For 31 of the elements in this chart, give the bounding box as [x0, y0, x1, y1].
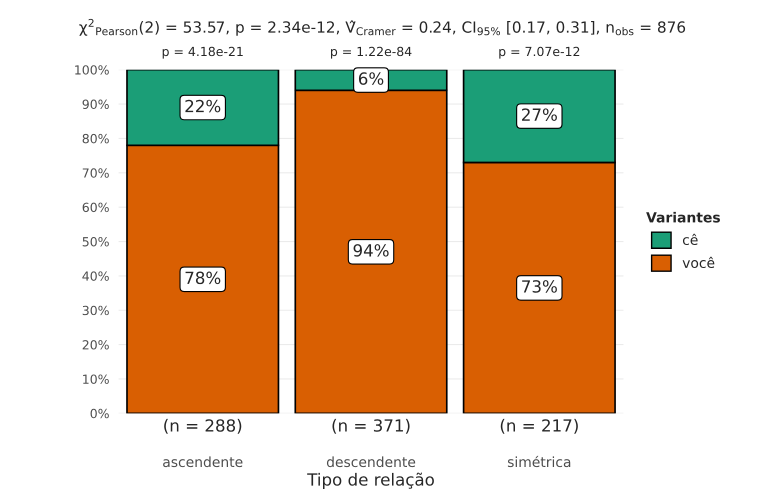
chart-title: χ$^{2}$$_{Pearson}$(2) = 53.57, p = 2.34e-12, V̂$_{Cramer}$ = 0.24, CI$_{95%}$ [0.17, 0.31], n$_{obs}$ = 876 — [79, 18, 686, 36]
x-axis-title: Tipo de relação — [307, 472, 434, 490]
y-tick-label: 90% — [82, 100, 109, 110]
legend-title: Variantes — [646, 212, 720, 223]
y-tick-label: 0% — [90, 408, 109, 418]
data-label: 94% — [354, 244, 389, 257]
x-tick-label: simétrica — [508, 456, 570, 468]
data-label: 73% — [522, 280, 557, 293]
text: (n = 217) — [500, 418, 578, 434]
legend-label: você — [682, 256, 714, 268]
y-tick-label: 100% — [75, 65, 109, 75]
data-label: 27% — [522, 108, 557, 121]
x-tick-label: descendente — [326, 456, 416, 468]
y-tick-label: 50% — [82, 237, 109, 246]
x-tick-label: ascendente — [163, 456, 242, 468]
annotation: p = 7.07e-12 — [499, 46, 580, 59]
y-tick-label: 10% — [83, 374, 109, 384]
data-label: 78% — [186, 272, 220, 284]
y-tick-label: 70% — [82, 168, 109, 178]
y-tick-label: 80% — [82, 134, 109, 144]
y-tick-label: 40% — [82, 271, 109, 281]
text: (n = 371) — [332, 418, 410, 434]
y-tick-label: 30% — [82, 306, 109, 316]
text: (n = 288) — [164, 418, 242, 434]
annotation: p = 4.18e-21 — [162, 46, 243, 59]
y-tick-label: 60% — [82, 202, 109, 212]
y-tick-label: 20% — [82, 340, 109, 350]
data-label: 22% — [185, 100, 220, 112]
annotation: p = 1.22e-84 — [331, 46, 412, 59]
data-label: 6% — [358, 72, 384, 85]
legend-label: cê — [682, 234, 698, 246]
